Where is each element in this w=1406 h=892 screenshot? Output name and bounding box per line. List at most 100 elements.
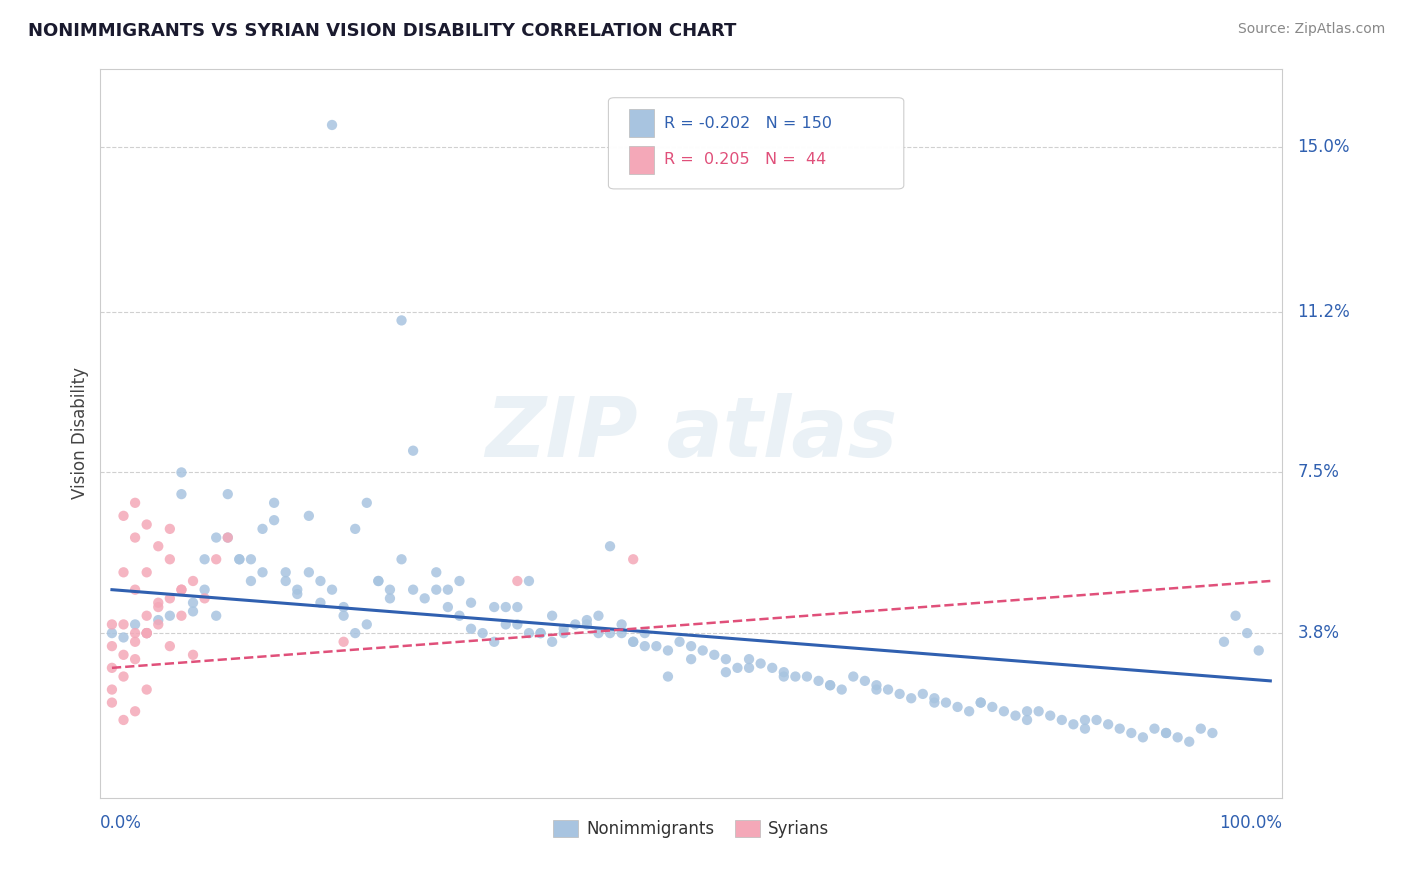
Point	[621, 634, 644, 648]
Point	[681, 652, 703, 666]
Point	[506, 600, 529, 615]
Point	[309, 596, 332, 610]
Point	[529, 626, 551, 640]
Point	[1154, 726, 1177, 740]
Point	[217, 487, 239, 501]
Text: ZIP atlas: ZIP atlas	[485, 392, 897, 474]
Point	[981, 700, 1004, 714]
Point	[738, 661, 761, 675]
Point	[170, 466, 193, 480]
Text: 3.8%: 3.8%	[1298, 624, 1340, 642]
Point	[681, 639, 703, 653]
Point	[842, 669, 865, 683]
Point	[437, 600, 460, 615]
Point	[482, 600, 505, 615]
Point	[135, 517, 157, 532]
Point	[657, 643, 679, 657]
Point	[194, 591, 217, 606]
Point	[818, 678, 841, 692]
Point	[298, 566, 321, 580]
Text: R =  0.205   N =  44: R = 0.205 N = 44	[664, 153, 827, 167]
Point	[263, 496, 285, 510]
Point	[1178, 734, 1201, 748]
Point	[970, 696, 993, 710]
Point	[367, 574, 389, 588]
Legend: Nonimmigrants, Syrians: Nonimmigrants, Syrians	[547, 813, 835, 845]
Point	[170, 487, 193, 501]
Point	[217, 531, 239, 545]
Point	[124, 704, 146, 718]
Point	[181, 596, 204, 610]
Point	[159, 591, 181, 606]
Point	[621, 634, 644, 648]
Point	[124, 634, 146, 648]
Point	[285, 587, 308, 601]
Point	[588, 608, 610, 623]
Point	[610, 626, 633, 640]
Point	[378, 582, 401, 597]
Point	[402, 582, 425, 597]
Point	[796, 669, 818, 683]
Point	[217, 531, 239, 545]
Point	[148, 539, 170, 553]
Point	[170, 582, 193, 597]
Point	[993, 704, 1015, 718]
Point	[274, 574, 297, 588]
Point	[1225, 608, 1247, 623]
Point	[101, 617, 124, 632]
Point	[553, 626, 575, 640]
Point	[194, 582, 217, 597]
Point	[263, 513, 285, 527]
Point	[228, 552, 250, 566]
Point	[575, 613, 598, 627]
Point	[541, 634, 564, 648]
Point	[621, 552, 644, 566]
Point	[517, 574, 540, 588]
Point	[588, 626, 610, 640]
Point	[1015, 713, 1038, 727]
Point	[285, 582, 308, 597]
Point	[924, 696, 946, 710]
Point	[1132, 731, 1154, 745]
Point	[1062, 717, 1084, 731]
Point	[668, 634, 690, 648]
Point	[135, 626, 157, 640]
Point	[1050, 713, 1073, 727]
Point	[101, 639, 124, 653]
Point	[831, 682, 853, 697]
Point	[124, 531, 146, 545]
Point	[645, 639, 668, 653]
Point	[124, 496, 146, 510]
Point	[321, 118, 343, 132]
Point	[274, 566, 297, 580]
Point	[610, 617, 633, 632]
Point	[135, 626, 157, 640]
FancyBboxPatch shape	[628, 146, 655, 174]
Point	[1247, 643, 1270, 657]
Point	[738, 652, 761, 666]
Point	[657, 669, 679, 683]
Point	[1121, 726, 1143, 740]
Point	[159, 552, 181, 566]
Point	[309, 574, 332, 588]
Point	[495, 600, 517, 615]
Point	[714, 652, 737, 666]
Point	[239, 552, 262, 566]
Point	[205, 552, 228, 566]
Point	[599, 626, 621, 640]
Point	[865, 678, 887, 692]
Point	[807, 673, 830, 688]
Point	[425, 582, 447, 597]
Point	[101, 661, 124, 675]
Point	[181, 604, 204, 618]
Point	[181, 574, 204, 588]
Point	[541, 608, 564, 623]
Point	[159, 522, 181, 536]
Point	[460, 622, 482, 636]
Point	[1028, 704, 1050, 718]
Text: 15.0%: 15.0%	[1298, 137, 1350, 156]
Point	[148, 617, 170, 632]
Point	[252, 566, 274, 580]
Point	[344, 626, 367, 640]
Point	[332, 600, 354, 615]
